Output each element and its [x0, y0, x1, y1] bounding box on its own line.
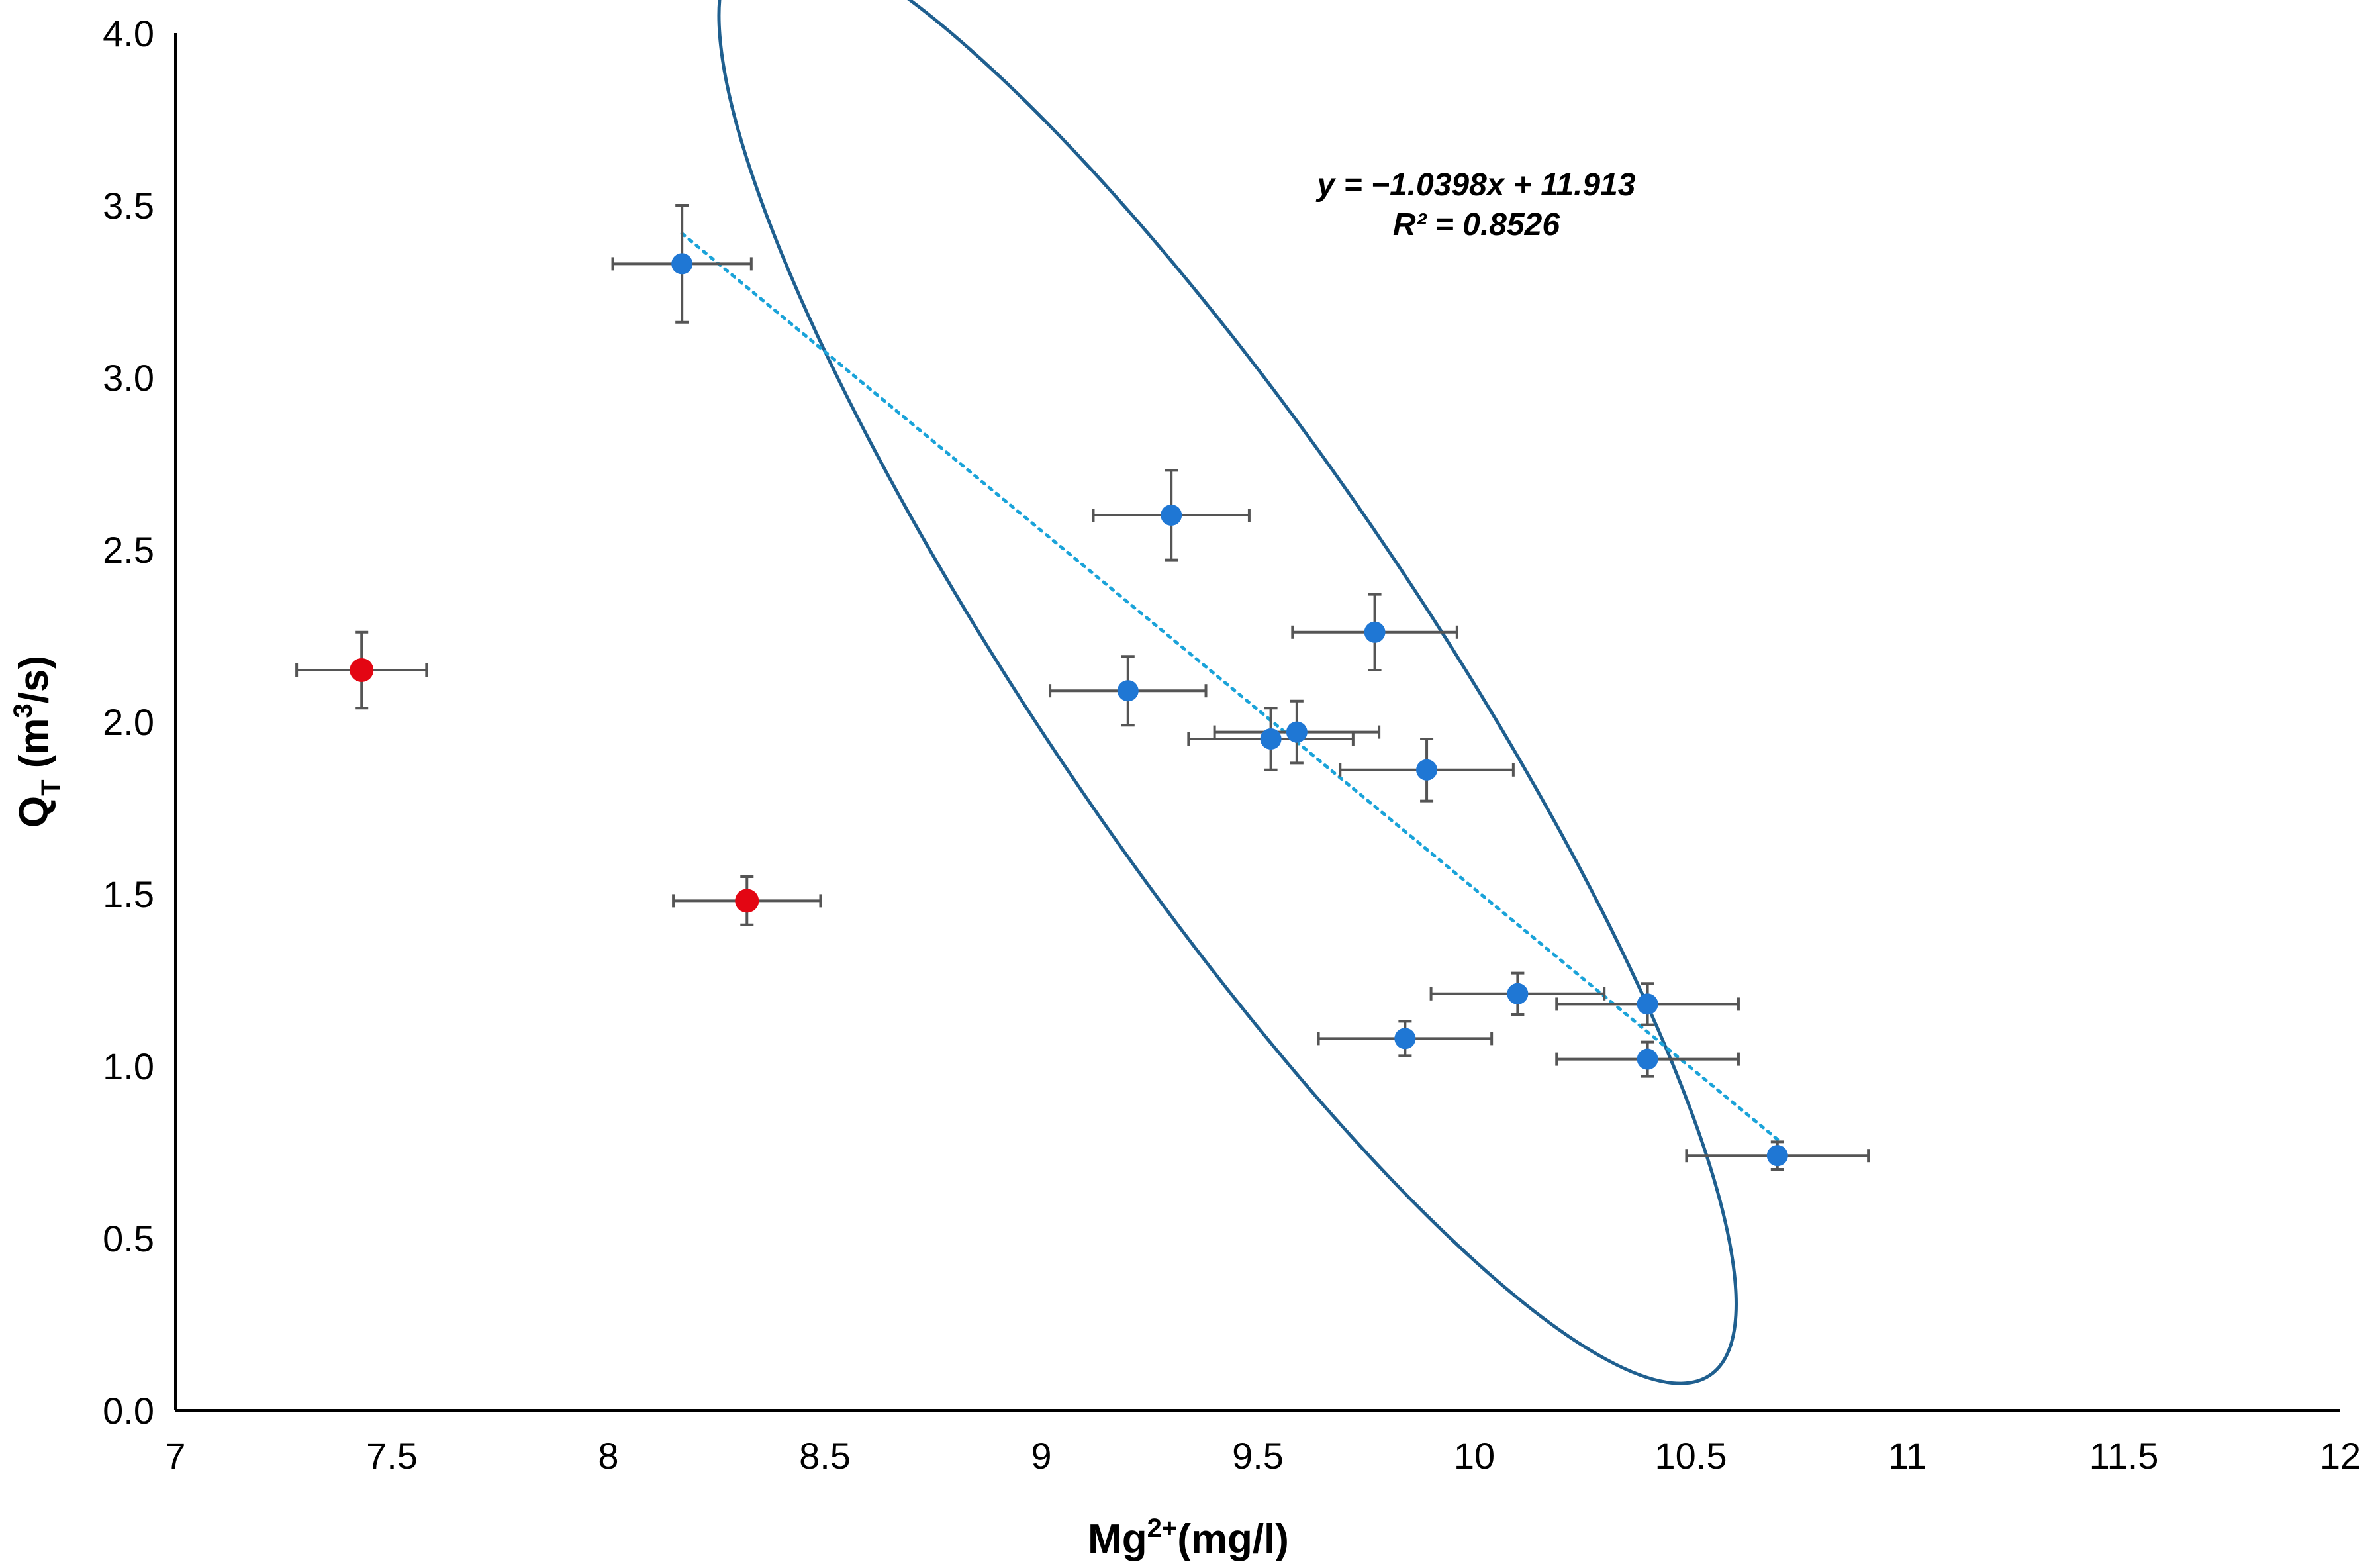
- x-tick-label: 8.5: [799, 1435, 851, 1477]
- x-tick-label: 9: [1031, 1435, 1051, 1477]
- y-tick-label: 3.5: [103, 185, 154, 226]
- x-tick-label: 9.5: [1232, 1435, 1284, 1477]
- x-tick-labels: 7 7.5 8 8.5 9 9.5 10 10.5 11 11.5 12: [165, 1435, 2361, 1477]
- y-tick-label: 1.0: [103, 1046, 154, 1087]
- y-axis-title: QT (m3/s): [9, 656, 66, 828]
- y-axis-title-sup: 3: [9, 703, 38, 718]
- y-tick-label: 4.0: [103, 13, 154, 54]
- trendline-equation: y = −1.0398x + 11.913: [1316, 168, 1636, 203]
- data-point-included: [671, 253, 693, 275]
- cluster-ellipse: [717, 0, 1738, 1385]
- x-tick-label: 7: [165, 1435, 185, 1477]
- data-point-included: [1286, 721, 1308, 743]
- data-point-included: [1416, 759, 1438, 781]
- data-points: [350, 253, 1788, 1167]
- y-tick-label: 0.0: [103, 1390, 154, 1432]
- axes: [174, 33, 2340, 1412]
- x-axis-title: Mg2+(mg/l): [1088, 1514, 1289, 1562]
- x-tick-label: 11: [1888, 1435, 1927, 1477]
- y-axis-title-close: /s): [11, 656, 57, 703]
- data-point-included: [1117, 680, 1139, 702]
- cluster-ellipse-layer: [717, 0, 1738, 1385]
- x-tick-label: 8: [598, 1435, 618, 1477]
- data-point-included: [1260, 728, 1282, 750]
- x-tick-label: 11.5: [2089, 1435, 2159, 1477]
- x-tick-label: 10: [1454, 1435, 1495, 1477]
- data-point-excluded: [350, 658, 374, 682]
- x-tick-label: 12: [2320, 1435, 2361, 1477]
- y-tick-label: 3.0: [103, 357, 154, 399]
- y-tick-label: 2.5: [103, 529, 154, 571]
- y-tick-labels: 0.0 0.5 1.0 1.5 2.0 2.5 3.0 3.5 4.0: [103, 13, 154, 1432]
- data-point-included: [1364, 621, 1386, 643]
- x-tick-label: 10.5: [1655, 1435, 1727, 1477]
- data-point-excluded: [735, 889, 759, 913]
- x-axis-title-unit: (mg/l): [1177, 1516, 1289, 1562]
- data-point-included: [1637, 1048, 1658, 1070]
- y-axis-title-sub: T: [36, 779, 66, 795]
- error-bars: [295, 204, 1870, 1171]
- data-point-included: [1637, 993, 1658, 1015]
- y-tick-label: 2.0: [103, 701, 154, 743]
- x-axis-title-sup: 2+: [1147, 1514, 1178, 1543]
- y-axis-title-main: Q: [11, 796, 57, 828]
- data-point-included: [1507, 983, 1529, 1004]
- x-axis-title-main: Mg: [1088, 1516, 1147, 1562]
- y-tick-label: 1.5: [103, 873, 154, 915]
- x-tick-label: 7.5: [366, 1435, 418, 1477]
- data-point-included: [1161, 505, 1182, 526]
- data-point-included: [1394, 1028, 1416, 1050]
- data-point-included: [1766, 1145, 1788, 1167]
- y-axis-title-open: (m: [11, 718, 57, 779]
- y-tick-label: 0.5: [103, 1218, 154, 1259]
- r-squared-label: R² = 0.8526: [1393, 207, 1560, 242]
